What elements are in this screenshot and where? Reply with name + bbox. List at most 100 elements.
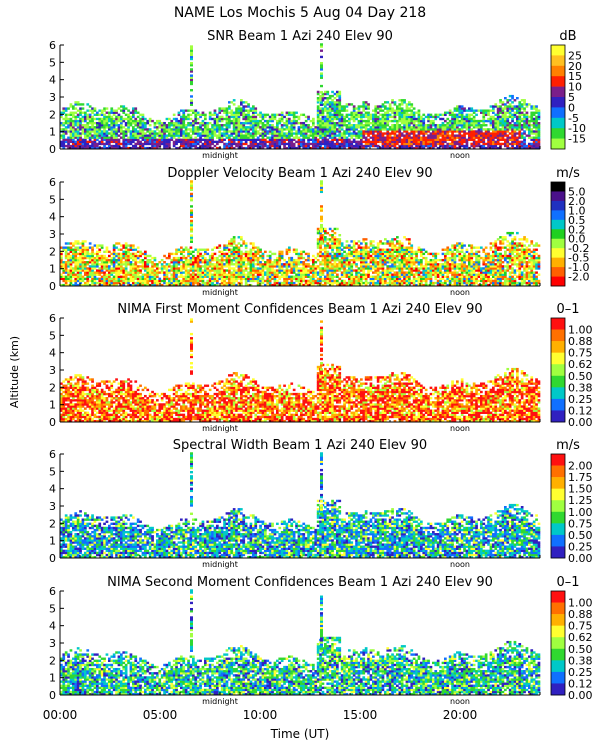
colorbar-unit: 0–1 [556,575,579,590]
colorbar-frame [550,181,566,287]
colorbar-label: -0.5 [568,252,589,265]
y-tick-label: 5 [49,329,56,342]
noon-marker: noon [450,560,470,569]
colorbar-swatch [551,352,565,365]
y-tick-label: 4 [49,74,56,87]
colorbar-label: -15 [568,133,586,146]
y-tick-label: 5 [49,193,56,206]
colorbar-label: 0.88 [568,335,593,348]
colorbar-swatch [551,229,565,240]
colorbar-label: 1.25 [568,494,593,507]
y-tick-label: 1 [49,672,56,685]
colorbar-swatch [551,375,565,388]
colorbar-swatch [551,191,565,202]
colorbar-swatch [551,398,565,411]
colorbar-unit: dB [559,29,576,44]
echo-field [60,318,541,423]
colorbar-label: 0.50 [568,643,593,656]
colorbar-label: 0.12 [568,677,593,690]
panel-title: Doppler Velocity Beam 1 Azi 240 Elev 90 [167,166,432,181]
colorbar-swatch [551,200,565,211]
panel-title: SNR Beam 1 Azi 240 Elev 90 [207,29,393,44]
colorbar-swatch [551,257,565,268]
colorbar: 1.000.880.750.620.500.380.250.120.00 0–1 [550,302,593,429]
colorbar-label: 1.0 [568,204,586,217]
colorbar-label: 0.50 [568,529,593,542]
colorbar-label: 0.38 [568,654,593,667]
y-tick-label: 6 [49,312,56,325]
y-tick-label: 6 [49,39,56,52]
colorbar-label: -2.0 [568,271,589,284]
colorbar-swatch [551,660,565,673]
colorbar-swatch [551,107,565,119]
colorbar-swatch [551,45,565,56]
colorbar-swatch [551,683,565,696]
colorbar-unit: 0–1 [556,302,579,317]
colorbar-swatch [551,500,565,513]
y-tick-label: 1 [49,263,56,276]
colorbar-swatch [551,86,565,98]
panel-3: NIMA First Moment Confidences Beam 1 Azi… [49,302,593,433]
colorbar-swatch [551,329,565,342]
colorbar-label: 25 [568,49,582,62]
colorbar-swatch [551,318,565,330]
colorbar-label: 0.25 [568,540,593,553]
y-tick-label: 2 [49,108,56,121]
colorbar-label: 0.5 [568,214,586,227]
panel-1: SNR Beam 1 Azi 240 Elev 90 0 1 2 3 4 5 6 midnigh… [49,29,586,160]
colorbar-swatch [551,648,565,661]
colorbar-swatch [551,387,565,400]
colorbar-swatch [551,76,565,87]
colorbar-frame [550,453,566,559]
y-tick-label: 5 [49,56,56,69]
colorbar-swatch [551,671,565,684]
colorbar-label: 0.38 [568,381,593,394]
colorbar-label: 1.50 [568,483,593,496]
colorbar-swatch [551,465,565,478]
colorbar-label: 0.50 [568,370,593,383]
colorbar-label: 0.00 [568,689,593,702]
colorbar-label: 0.25 [568,393,593,406]
colorbar-swatch [551,138,565,150]
colorbar-swatch [551,534,565,547]
colorbar-label: 2.0 [568,195,586,208]
colorbar-frame [550,317,566,423]
colorbar-swatch [551,117,565,129]
noon-marker: noon [450,151,470,160]
panel-title: Spectral Width Beam 1 Azi 240 Elev 90 [173,438,427,453]
y-tick-label: 5 [49,602,56,615]
colorbar-label: 0.2 [568,223,586,236]
colorbar-label: -10 [568,122,586,135]
colorbar-swatch [551,65,565,77]
y-tick-label: 0 [49,280,56,293]
colorbar-label: 0.62 [568,631,593,644]
midnight-marker: midnight [202,560,238,569]
colorbar-unit: m/s [556,438,580,453]
y-tick-label: 0 [49,416,56,429]
y-tick-label: 2 [49,381,56,394]
colorbar-label: 1.00 [568,597,593,610]
colorbar-label: -0.2 [568,242,589,255]
colorbar-swatch [551,637,565,650]
colorbar-label: 2.00 [568,460,593,473]
panel-title: NIMA First Moment Confidences Beam 1 Azi… [117,302,482,317]
colorbar-label: 15 [568,70,582,83]
colorbar-label: 0.12 [568,404,593,417]
y-tick-label: 6 [49,585,56,598]
colorbar: 2.001.751.501.251.000.750.500.250.00 m/s [550,438,593,565]
y-tick-label: 4 [49,620,56,633]
echo-field [60,452,541,559]
panel-2: Doppler Velocity Beam 1 Azi 240 Elev 90 0… [49,166,589,297]
figure-header: NAME Los Mochis 5 Aug 04 Day 218 [174,5,426,21]
colorbar-label: 0.75 [568,347,593,360]
noon-marker: noon [450,424,470,433]
colorbar-swatch [551,248,565,258]
panel-title: NIMA Second Moment Confidences Beam 1 Az… [107,575,493,590]
colorbar-swatch [551,55,565,67]
colorbar-label: 0.25 [568,666,593,679]
echo-field [60,589,541,696]
y-tick-label: 3 [49,500,56,513]
colorbar-swatch [551,591,565,603]
y-tick-label: 0 [49,552,56,565]
